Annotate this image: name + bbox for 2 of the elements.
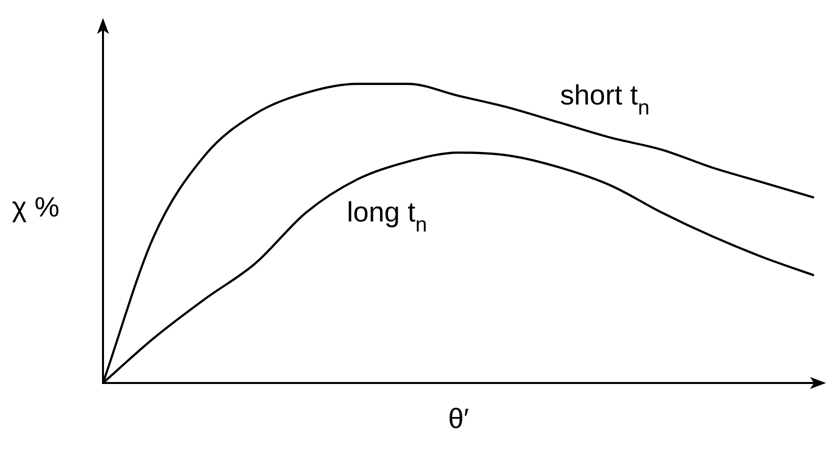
y-axis-title: χ % [12,192,60,222]
x-axis-title: θ′ [448,402,469,434]
